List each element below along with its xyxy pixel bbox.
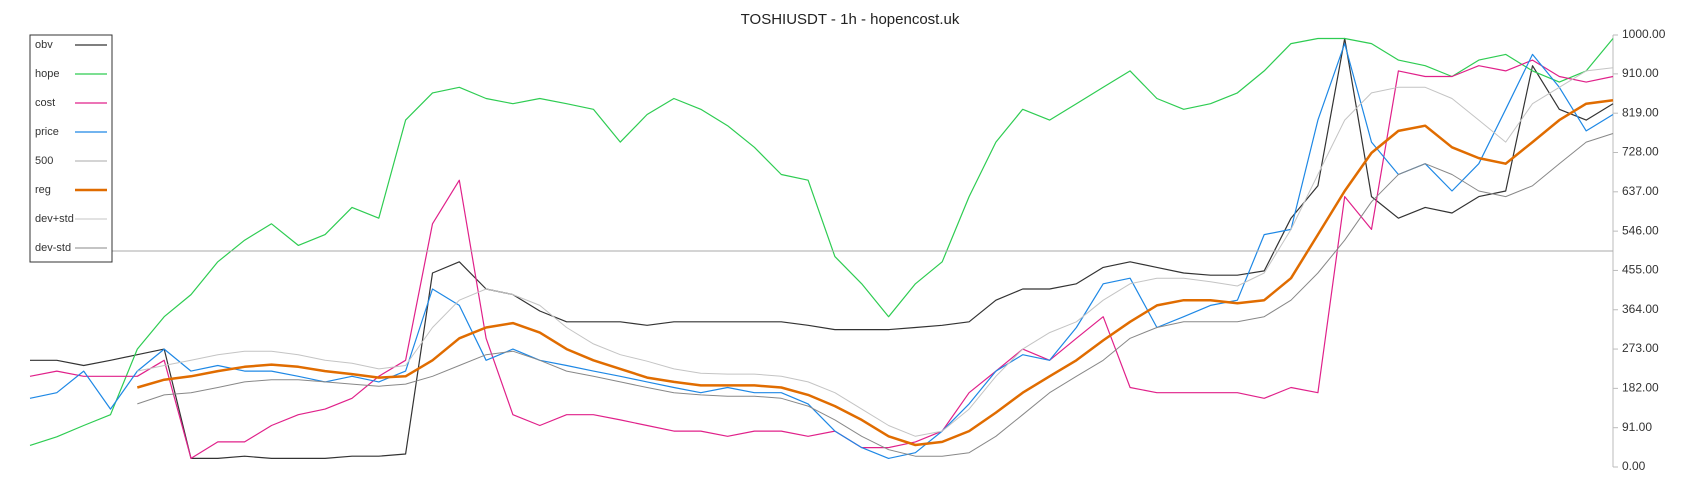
- legend-label: dev-std: [35, 242, 71, 254]
- series-line: [137, 133, 1614, 457]
- y-tick-label: 1000.00: [1622, 27, 1666, 41]
- y-tick-label: 637.00: [1622, 184, 1659, 198]
- series-line: [30, 37, 1614, 459]
- series-line: [29, 43, 1614, 459]
- y-tick-label: 910.00: [1622, 66, 1659, 80]
- y-tick-label: 728.00: [1622, 145, 1659, 159]
- y-tick-label: 364.00: [1622, 302, 1659, 316]
- y-tick-label: 91.00: [1622, 420, 1652, 434]
- legend-label: 500: [35, 155, 53, 167]
- series-line: [136, 98, 1614, 447]
- legend-box: [29, 34, 113, 263]
- legend-label: obv: [35, 39, 53, 51]
- y-tick-label: 546.00: [1622, 223, 1659, 237]
- legend-label: dev+std: [35, 213, 74, 225]
- series-line: [29, 37, 1614, 446]
- legend-label: price: [35, 126, 59, 138]
- y-tick-label: 273.00: [1622, 341, 1659, 355]
- legend-label: cost: [35, 97, 55, 109]
- chart-title: TOSHIUSDT - 1h - hopencost.uk: [741, 11, 960, 28]
- series-line: [29, 59, 1614, 459]
- y-tick-label: 182.00: [1622, 381, 1659, 395]
- legend-label: reg: [35, 184, 51, 196]
- legend-label: hope: [35, 68, 59, 80]
- y-tick-label: 0.00: [1622, 459, 1646, 473]
- series-line: [137, 67, 1614, 437]
- y-tick-label: 455.00: [1622, 263, 1659, 277]
- y-tick-label: 819.00: [1622, 105, 1659, 119]
